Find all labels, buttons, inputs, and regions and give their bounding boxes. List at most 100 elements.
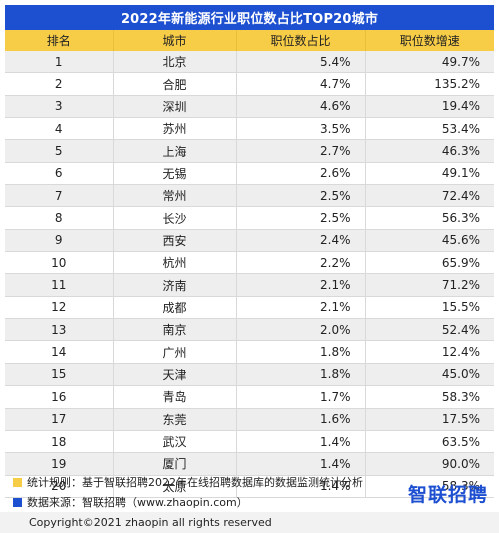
table-title: 2022年新能源行业职位数占比TOP20城市 — [5, 5, 494, 30]
cell-share: 2.6% — [236, 162, 366, 186]
cell-share: 5.4% — [236, 51, 366, 74]
brand-logo: 智联招聘 — [407, 484, 488, 506]
cell-share: 2.7% — [236, 139, 366, 163]
cell-rank: 5 — [5, 139, 114, 163]
table-card: 2022年新能源行业职位数占比TOP20城市 排名 城市 职位数占比 职位数增速… — [5, 5, 494, 498]
table-row: 13 南京 2.0% 52.4% — [5, 318, 494, 342]
cell-city: 武汉 — [113, 430, 237, 454]
cell-share: 1.8% — [236, 363, 366, 387]
cell-growth: 52.4% — [365, 318, 494, 342]
cell-growth: 45.0% — [365, 363, 494, 387]
cell-city: 厦门 — [113, 452, 237, 476]
table-row: 9 西安 2.4% 45.6% — [5, 229, 494, 253]
cell-share: 1.4% — [236, 452, 366, 476]
cell-rank: 12 — [5, 296, 114, 320]
cell-city: 西安 — [113, 229, 237, 253]
cell-growth: 12.4% — [365, 340, 494, 364]
cell-share: 4.6% — [236, 95, 366, 119]
cell-rank: 11 — [5, 273, 114, 297]
cell-city: 北京 — [113, 51, 237, 74]
cell-rank: 14 — [5, 340, 114, 364]
blue-square-icon — [13, 497, 22, 507]
cell-rank: 18 — [5, 430, 114, 454]
table-row: 17 东莞 1.6% 17.5% — [5, 408, 494, 431]
header-growth: 职位数增速 — [365, 30, 494, 51]
cell-growth: 49.7% — [365, 51, 494, 74]
cell-growth: 19.4% — [365, 95, 494, 119]
table-row: 5 上海 2.7% 46.3% — [5, 139, 494, 163]
cell-growth: 90.0% — [365, 452, 494, 476]
table-row: 12 成都 2.1% 15.5% — [5, 296, 494, 320]
cell-growth: 46.3% — [365, 139, 494, 163]
table-row: 10 杭州 2.2% 65.9% — [5, 251, 494, 275]
cell-city: 南京 — [113, 318, 237, 342]
table-row: 6 无锡 2.6% 49.1% — [5, 162, 494, 186]
cell-city: 太原 — [113, 475, 237, 498]
cell-city: 苏州 — [113, 117, 237, 141]
cell-growth: 45.6% — [365, 229, 494, 253]
cell-share: 2.2% — [236, 251, 366, 275]
cell-rank: 3 — [5, 95, 114, 119]
cell-share: 2.4% — [236, 229, 366, 253]
cell-rank: 4 — [5, 117, 114, 141]
cell-city: 天津 — [113, 363, 237, 387]
cell-rank: 16 — [5, 385, 114, 409]
cell-rank: 10 — [5, 251, 114, 275]
cell-rank: 17 — [5, 408, 114, 431]
cell-city: 无锡 — [113, 162, 237, 186]
city-ranking-table: 排名 城市 职位数占比 职位数增速 1 北京 5.4% 49.7% 2 合肥 4.7% 135… — [5, 30, 494, 498]
cell-growth: 71.2% — [365, 273, 494, 297]
cell-share: 2.1% — [236, 273, 366, 297]
cell-growth: 135.2% — [365, 72, 494, 96]
cell-city: 常州 — [113, 184, 237, 208]
table-row: 15 天津 1.8% 45.0% — [5, 363, 494, 387]
cell-share: 4.7% — [236, 72, 366, 96]
cell-share: 2.1% — [236, 296, 366, 320]
table-row: 4 苏州 3.5% 53.4% — [5, 117, 494, 141]
cell-city: 合肥 — [113, 72, 237, 96]
header-city: 城市 — [113, 30, 237, 51]
note-rule-text: 统计规则：基于智联招聘2022年在线招聘数据库的数据监测统计分析 — [27, 476, 363, 489]
cell-share: 1.6% — [236, 408, 366, 431]
cell-growth: 17.5% — [365, 408, 494, 431]
cell-rank: 13 — [5, 318, 114, 342]
notes: 统计规则：基于智联招聘2022年在线招聘数据库的数据监测统计分析 数据来源：智联… — [13, 472, 493, 512]
table-row: 20 太原 1.4% 58.3% — [5, 475, 494, 498]
cell-growth: 58.3% — [365, 475, 494, 498]
cell-growth: 56.3% — [365, 206, 494, 230]
cell-rank: 19 — [5, 452, 114, 476]
cell-rank: 9 — [5, 229, 114, 253]
cell-city: 东莞 — [113, 408, 237, 431]
table-row: 2 合肥 4.7% 135.2% — [5, 72, 494, 96]
cell-rank: 6 — [5, 162, 114, 186]
cell-share: 2.5% — [236, 184, 366, 208]
cell-growth: 49.1% — [365, 162, 494, 186]
yellow-square-icon — [13, 477, 22, 487]
table-row: 1 北京 5.4% 49.7% — [5, 51, 494, 74]
cell-share: 1.4% — [236, 430, 366, 454]
cell-growth: 53.4% — [365, 117, 494, 141]
note-source: 数据来源：智联招聘（www.zhaopin.com） — [13, 492, 493, 512]
cell-city: 青岛 — [113, 385, 237, 409]
cell-rank: 15 — [5, 363, 114, 387]
cell-rank: 7 — [5, 184, 114, 208]
header-rank: 排名 — [5, 30, 114, 51]
table-row: 8 长沙 2.5% 56.3% — [5, 206, 494, 230]
note-rule: 统计规则：基于智联招聘2022年在线招聘数据库的数据监测统计分析 — [13, 472, 493, 492]
cell-city: 长沙 — [113, 206, 237, 230]
table-row: 11 济南 2.1% 71.2% — [5, 273, 494, 297]
table-row: 14 广州 1.8% 12.4% — [5, 340, 494, 364]
cell-share: 3.5% — [236, 117, 366, 141]
cell-share: 2.0% — [236, 318, 366, 342]
table-row: 3 深圳 4.6% 19.4% — [5, 95, 494, 119]
cell-growth: 65.9% — [365, 251, 494, 275]
cell-city: 广州 — [113, 340, 237, 364]
cell-city: 成都 — [113, 296, 237, 320]
note-source-text: 数据来源：智联招聘（www.zhaopin.com） — [27, 496, 248, 509]
header-share: 职位数占比 — [236, 30, 366, 51]
cell-share: 1.8% — [236, 340, 366, 364]
cell-share: 1.4% — [236, 475, 366, 498]
cell-growth: 63.5% — [365, 430, 494, 454]
cell-growth: 58.3% — [365, 385, 494, 409]
cell-growth: 15.5% — [365, 296, 494, 320]
